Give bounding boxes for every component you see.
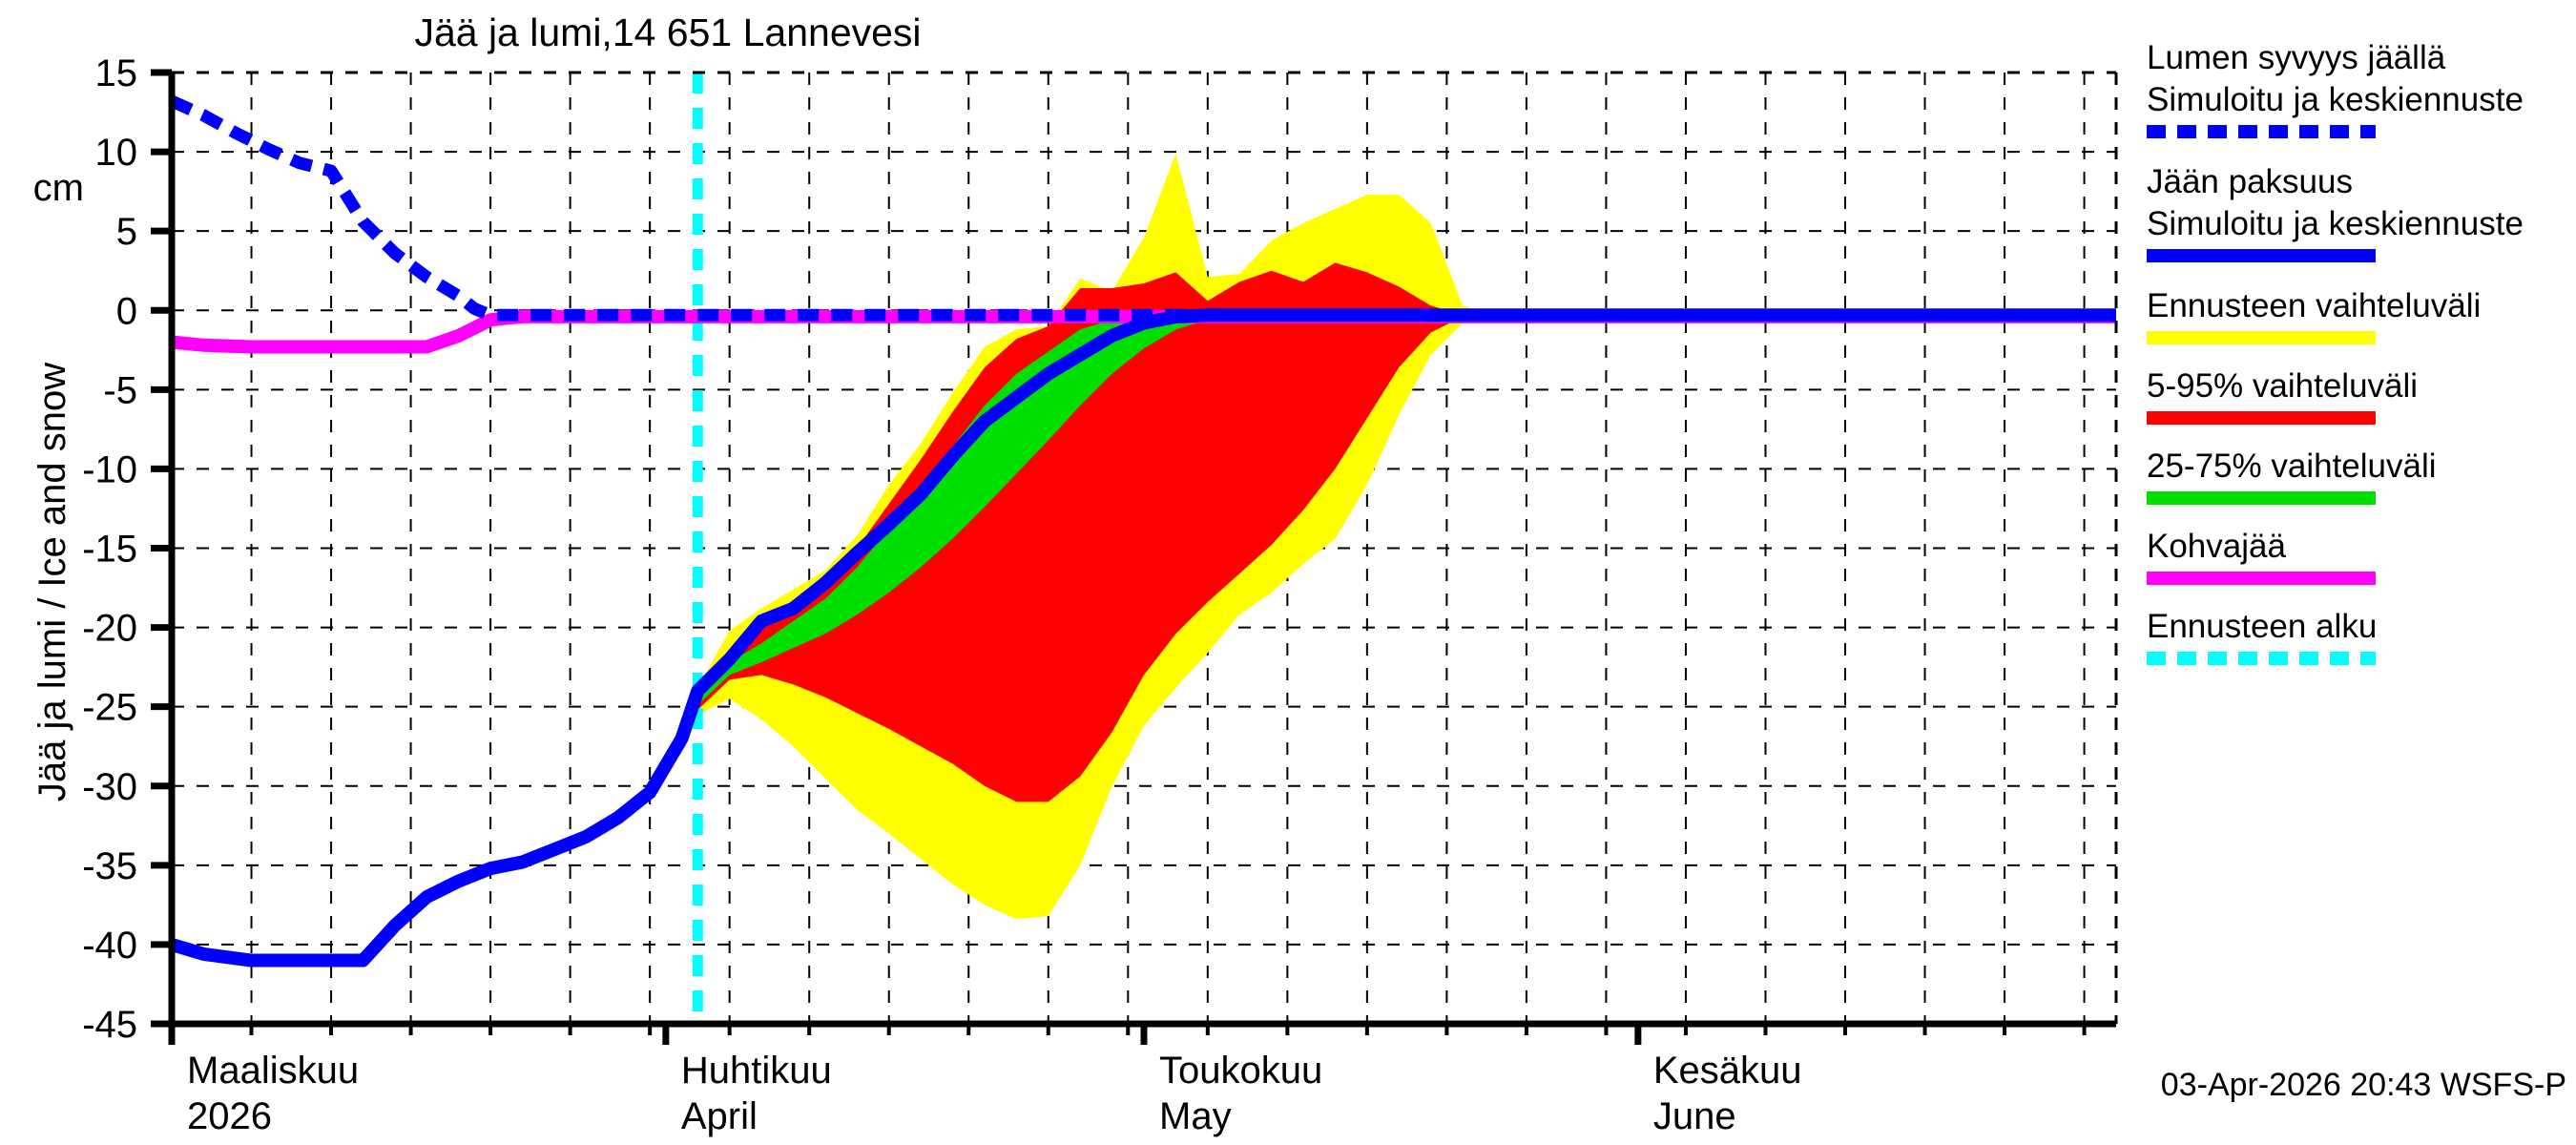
- legend-label: 5-95% vaihteluväli: [2147, 367, 2418, 405]
- legend-label: Kohvajää: [2147, 528, 2286, 565]
- y-axis-tick-label: -15: [82, 529, 137, 571]
- series-line: [169, 308, 2116, 968]
- y-axis-tick-label: -10: [82, 448, 137, 490]
- x-axis-tick-label-en: April: [681, 1095, 758, 1137]
- y-axis-tick-label: -30: [82, 766, 137, 808]
- legend-label: Jään paksuus: [2147, 163, 2353, 200]
- legend-label: Ennusteen alku: [2147, 608, 2377, 645]
- y-axis-tick-label: -40: [82, 925, 137, 967]
- y-axis-tick-label: -45: [82, 1004, 137, 1046]
- data-series: [169, 94, 2116, 968]
- x-axis-tick-label-en: May: [1159, 1095, 1232, 1137]
- y-axis-tick-label: -20: [82, 608, 137, 650]
- x-axis-tick-label-en: 2026: [187, 1095, 272, 1137]
- legend-label: Ennusteen vaihteluväli: [2147, 287, 2481, 324]
- x-axis-tick-label-fi: Huhtikuu: [681, 1050, 832, 1092]
- y-axis-tick-label: -5: [103, 369, 137, 411]
- timestamp-label: 03-Apr-2026 20:43 WSFS-P: [2161, 1067, 2566, 1103]
- x-axis-tick-label-fi: Toukokuu: [1159, 1050, 1322, 1092]
- legend-sublabel: Simuloitu ja keskiennuste: [2147, 205, 2524, 242]
- y-axis-title: Jää ja lumi / Ice and snow: [31, 363, 73, 802]
- y-axis-tick-label: -35: [82, 845, 137, 887]
- x-axis-tick-label-fi: Maaliskuu: [187, 1050, 359, 1092]
- y-axis-unit: cm: [33, 167, 84, 209]
- page-title: Jää ja lumi,14 651 Lannevesi: [414, 10, 921, 54]
- band-5-95-vaihteluv-li: [697, 262, 1495, 802]
- y-axis-tick-label: -25: [82, 687, 137, 729]
- y-axis-tick-label: 5: [116, 211, 137, 253]
- grid-lines: [172, 73, 2116, 1024]
- legend-label: 25-75% vaihteluväli: [2147, 448, 2437, 485]
- band-25-75-vaihteluv-li: [697, 315, 1272, 706]
- x-axis-tick-label-en: June: [1653, 1095, 1736, 1137]
- chart-legend: Lumen syvyys jäällä Simuloitu ja keskienn…: [2147, 39, 2524, 665]
- legend-sublabel: Simuloitu ja keskiennuste: [2147, 81, 2524, 118]
- series-line: [169, 94, 2116, 322]
- y-axis-ticks: 15 10 5 0 -5 -10 -15 -20 -25 -30 -35 -40 -45: [82, 52, 172, 1046]
- y-axis-tick-label: 0: [116, 290, 137, 332]
- y-axis-tick-label: 10: [95, 132, 138, 174]
- legend-label: Lumen syvyys jäällä: [2147, 39, 2446, 76]
- uncertainty-bands: [697, 153, 1495, 920]
- y-axis-tick-label: 15: [95, 52, 138, 94]
- x-axis-tick-label-fi: Kesäkuu: [1653, 1050, 1802, 1092]
